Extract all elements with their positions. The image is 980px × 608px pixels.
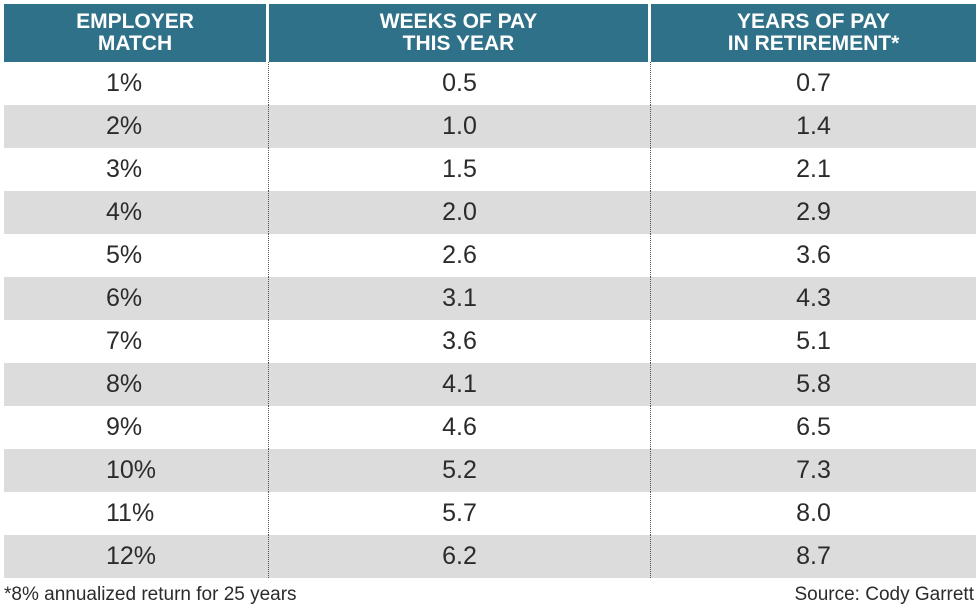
header-line: WEEKS OF PAY <box>379 10 538 33</box>
years-of-pay-cell: 3.6 <box>796 241 831 269</box>
years-of-pay-cell: 4.3 <box>796 284 831 312</box>
table-row: 2% 1.0 1.4 <box>4 105 976 148</box>
header-line: EMPLOYER <box>76 10 194 33</box>
data-table: EMPLOYER MATCH WEEKS OF PAY THIS YEAR YE… <box>4 4 976 578</box>
header-weeks-of-pay: WEEKS OF PAY THIS YEAR <box>269 4 648 62</box>
employer-match-cell: 7% <box>4 320 269 363</box>
table-row: 11% 5.7 8.0 <box>4 492 976 535</box>
weeks-of-pay-cell: 3.6 <box>269 320 651 363</box>
weeks-of-pay-cell: 2.0 <box>269 191 651 234</box>
header-employer-match: EMPLOYER MATCH <box>4 4 266 62</box>
header-line: THIS YEAR <box>402 32 515 55</box>
source-credit: Source: Cody Garrett <box>794 584 974 605</box>
weeks-of-pay-cell: 6.2 <box>269 535 651 578</box>
employer-match-cell: 2% <box>4 105 269 148</box>
header-line: YEARS OF PAY <box>737 10 890 33</box>
table-body: 1% 0.5 0.7 2% 1.0 1.4 3% 1.5 2.1 4% 2.0 2.9 5% 2.6 3.6… <box>4 62 976 578</box>
years-of-pay-cell: 6.5 <box>796 413 831 441</box>
weeks-of-pay-cell: 1.0 <box>269 105 651 148</box>
table-row: 3% 1.5 2.1 <box>4 148 976 191</box>
years-of-pay-cell: 0.7 <box>796 69 831 97</box>
employer-match-cell: 3% <box>4 148 269 191</box>
weeks-of-pay-cell: 0.5 <box>269 62 651 105</box>
header-line: IN RETIREMENT* <box>727 32 900 55</box>
weeks-of-pay-cell: 3.1 <box>269 277 651 320</box>
table-footer: *8% annualized return for 25 years Sourc… <box>4 584 976 608</box>
table-row: 8% 4.1 5.8 <box>4 363 976 406</box>
header-line: MATCH <box>97 32 173 55</box>
table-row: 4% 2.0 2.9 <box>4 191 976 234</box>
weeks-of-pay-cell: 5.7 <box>269 492 651 535</box>
years-of-pay-cell: 5.1 <box>796 327 831 355</box>
employer-match-cell: 9% <box>4 406 269 449</box>
table-row: 12% 6.2 8.7 <box>4 535 976 578</box>
years-of-pay-cell: 8.7 <box>796 542 831 570</box>
weeks-of-pay-cell: 4.1 <box>269 363 651 406</box>
table-row: 9% 4.6 6.5 <box>4 406 976 449</box>
weeks-of-pay-cell: 4.6 <box>269 406 651 449</box>
employer-match-cell: 8% <box>4 363 269 406</box>
employer-match-cell: 12% <box>4 535 269 578</box>
table-header: EMPLOYER MATCH WEEKS OF PAY THIS YEAR YE… <box>4 4 976 62</box>
table-row: 1% 0.5 0.7 <box>4 62 976 105</box>
employer-match-cell: 6% <box>4 277 269 320</box>
employer-match-cell: 11% <box>4 492 269 535</box>
table-row: 10% 5.2 7.3 <box>4 449 976 492</box>
employer-match-cell: 4% <box>4 191 269 234</box>
table-row: 5% 2.6 3.6 <box>4 234 976 277</box>
employer-match-cell: 5% <box>4 234 269 277</box>
years-of-pay-cell: 2.1 <box>796 155 831 183</box>
employer-match-cell: 1% <box>4 62 269 105</box>
table-row: 7% 3.6 5.1 <box>4 320 976 363</box>
years-of-pay-cell: 1.4 <box>796 112 831 140</box>
weeks-of-pay-cell: 2.6 <box>269 234 651 277</box>
header-years-of-pay: YEARS OF PAY IN RETIREMENT* <box>651 4 976 62</box>
years-of-pay-cell: 2.9 <box>796 198 831 226</box>
weeks-of-pay-cell: 1.5 <box>269 148 651 191</box>
employer-match-cell: 10% <box>4 449 269 492</box>
table-row: 6% 3.1 4.3 <box>4 277 976 320</box>
years-of-pay-cell: 5.8 <box>796 370 831 398</box>
years-of-pay-cell: 7.3 <box>796 456 831 484</box>
footnote: *8% annualized return for 25 years <box>4 584 297 605</box>
years-of-pay-cell: 8.0 <box>796 499 831 527</box>
weeks-of-pay-cell: 5.2 <box>269 449 651 492</box>
